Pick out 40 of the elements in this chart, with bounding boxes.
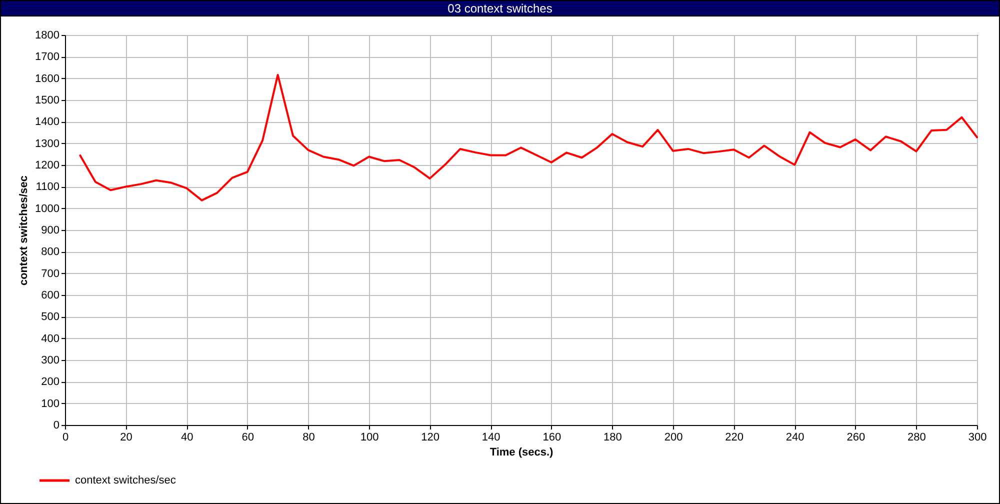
y-tick-label: 100 — [41, 398, 60, 410]
legend-label: context switches/sec — [75, 474, 176, 486]
x-tick-label: 240 — [786, 432, 804, 444]
y-tick-label: 200 — [41, 376, 60, 388]
y-tick-label: 1800 — [35, 30, 60, 42]
y-tick-label: 0 — [53, 420, 60, 432]
y-tick-label: 1400 — [35, 116, 60, 128]
y-tick-label: 500 — [41, 311, 60, 324]
x-tick-label: 200 — [664, 432, 683, 444]
x-tick-label: 0 — [62, 432, 69, 444]
y-tick-label: 300 — [41, 354, 60, 366]
chart-title: 03 context switches — [448, 2, 552, 16]
x-tick-label: 20 — [120, 432, 132, 444]
y-tick-label: 1100 — [36, 181, 60, 194]
x-tick-label: 300 — [968, 432, 987, 444]
y-tick-label: 1500 — [35, 94, 60, 106]
y-tick-label: 900 — [41, 224, 60, 236]
x-tick-label: 220 — [725, 432, 744, 444]
x-tick-label: 120 — [421, 432, 440, 444]
x-tick-label: 80 — [302, 432, 315, 444]
y-tick-label: 400 — [41, 332, 60, 345]
y-tick-label: 600 — [41, 290, 60, 302]
line-series — [79, 74, 978, 202]
x-tick-label: 280 — [908, 432, 926, 444]
y-tick-label: 1600 — [35, 72, 60, 85]
y-tick-label: 1700 — [35, 51, 60, 64]
y-tick-label: 1200 — [35, 160, 60, 172]
x-tick-label: 140 — [482, 432, 500, 444]
y-tick-label: 800 — [41, 246, 60, 258]
x-tick-label: 100 — [360, 432, 379, 444]
y-tick-label: 700 — [41, 268, 60, 280]
y-tick-label: 1000 — [35, 202, 60, 215]
y-tick-label: 1300 — [35, 138, 60, 150]
x-tick-label: 160 — [542, 432, 562, 444]
x-tick-label: 60 — [242, 432, 254, 444]
x-axis-title: Time (secs.) — [490, 446, 554, 458]
x-tick-label: 180 — [604, 432, 622, 444]
y-axis-title: context switches/sec — [18, 175, 30, 286]
x-tick-label: 260 — [846, 432, 866, 444]
x-tick-label: 40 — [180, 432, 194, 444]
